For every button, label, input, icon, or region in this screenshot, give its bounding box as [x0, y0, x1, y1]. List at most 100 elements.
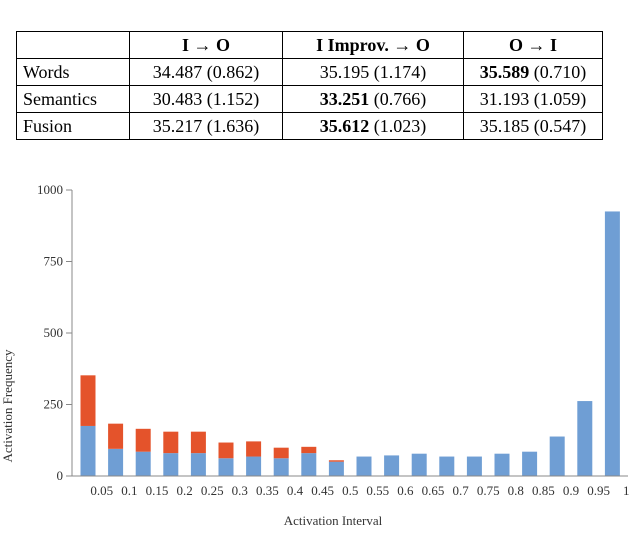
activation-bar-chart: 0 250 500 750 1000 0.05 0.1 0.15 0.2 0.25 0.3 0.35…	[0, 182, 630, 528]
bar-orange	[301, 446, 317, 454]
header-cell-empty	[16, 31, 130, 59]
x-tick-label: 0.6	[397, 483, 414, 498]
header-cell-i-to-o: I → O	[129, 31, 283, 59]
cell-std: (0.547)	[533, 116, 587, 136]
table-cell: 35.195 (1.174)	[282, 58, 464, 86]
x-tick-label: 0.85	[532, 483, 555, 498]
row-label: Fusion	[16, 112, 130, 140]
x-tick-label: 0.5	[342, 483, 358, 498]
cell-std: (0.766)	[373, 89, 427, 109]
bar-blue	[549, 436, 565, 476]
cell-std: (0.862)	[206, 62, 260, 82]
cell-value: 35.612	[319, 116, 370, 136]
cell-value: 30.483	[152, 89, 203, 109]
bar-blue	[163, 453, 179, 476]
bar-blue	[190, 453, 206, 476]
bar-blue	[466, 456, 482, 476]
cell-value: 35.589	[479, 62, 530, 82]
bar-group	[80, 211, 620, 476]
x-axis-label: Activation Interval	[284, 513, 383, 528]
cell-value: 34.487	[152, 62, 203, 82]
x-tick-label: 0.4	[287, 483, 304, 498]
bar-orange	[108, 423, 124, 449]
bar-blue	[439, 456, 455, 476]
cell-std: (1.174)	[373, 62, 427, 82]
bar-blue	[135, 451, 151, 476]
x-tick-label: 0.1	[121, 483, 137, 498]
x-tick-label: 0.25	[201, 483, 224, 498]
x-axis: 0.05 0.1 0.15 0.2 0.25 0.3 0.35 0.4 0.45 0.5 0.55 0…	[72, 475, 630, 498]
table-header-row: I → O I Improv. → O O → I	[16, 31, 603, 59]
x-tick-label: 0.55	[366, 483, 389, 498]
chart-container: 0 250 500 750 1000 0.05 0.1 0.15 0.2 0.25 0.3 0.35…	[0, 170, 640, 529]
x-tick-label: 0.9	[563, 483, 579, 498]
x-tick-label: 1	[623, 483, 630, 498]
table-body: Words 34.487 (0.862) 35.195 (1.174) 35.589 …	[16, 58, 603, 140]
cell-std: (1.023)	[373, 116, 427, 136]
table-row: Fusion 35.217 (1.636) 35.612 (1.023) 35.185…	[16, 112, 603, 140]
cell-value: 35.217	[152, 116, 203, 136]
bar-blue	[494, 453, 510, 476]
x-tick-label: 0.35	[256, 483, 279, 498]
bar-orange	[218, 442, 234, 459]
bar-blue	[384, 455, 400, 476]
table-row: Semantics 30.483 (1.152) 33.251 (0.766) 31.…	[16, 85, 603, 113]
bar-orange	[328, 460, 344, 462]
table-cell: 35.185 (0.547)	[463, 112, 603, 140]
header-cell-o-to-i: O → I	[463, 31, 603, 59]
bar-blue	[411, 453, 427, 476]
x-tick-label: 0.95	[587, 483, 610, 498]
bar-orange	[273, 447, 289, 459]
bar-orange	[190, 431, 206, 454]
bar-blue	[246, 456, 262, 476]
bar-blue	[218, 458, 234, 476]
y-tick-label: 0	[57, 468, 64, 483]
bar-blue	[604, 211, 620, 476]
y-tick-label: 500	[44, 325, 64, 340]
x-tick-label: 0.7	[452, 483, 469, 498]
cell-value: 31.193	[479, 89, 530, 109]
bar-orange	[163, 431, 179, 454]
table-cell: 33.251 (0.766)	[282, 85, 464, 113]
cell-std: (1.059)	[533, 89, 587, 109]
header-cell-i-improv-to-o: I Improv. → O	[282, 31, 464, 59]
y-axis: 0 250 500 750 1000	[37, 182, 73, 483]
x-tick-label: 0.05	[90, 483, 113, 498]
cell-value: 35.195	[319, 62, 370, 82]
cell-value: 35.185	[479, 116, 530, 136]
bar-orange	[135, 428, 151, 452]
bar-orange	[80, 375, 96, 426]
x-tick-label: 0.45	[311, 483, 334, 498]
cell-std: (0.710)	[533, 62, 587, 82]
x-tick-label: 0.8	[508, 483, 524, 498]
table-row: Words 34.487 (0.862) 35.195 (1.174) 35.589 …	[16, 58, 603, 86]
table-cell: 31.193 (1.059)	[463, 85, 603, 113]
row-label: Semantics	[16, 85, 130, 113]
bar-blue	[577, 401, 593, 476]
table-cell: 35.612 (1.023)	[282, 112, 464, 140]
row-label: Words	[16, 58, 130, 86]
bar-orange	[246, 441, 262, 457]
y-axis-label: Activation Frequency	[0, 349, 15, 462]
table-cell: 35.589 (0.710)	[463, 58, 603, 86]
cell-std: (1.152)	[206, 89, 260, 109]
bar-blue	[301, 453, 317, 476]
x-tick-label: 0.3	[232, 483, 248, 498]
table-cell: 30.483 (1.152)	[129, 85, 283, 113]
table-cell: 35.217 (1.636)	[129, 112, 283, 140]
x-tick-label: 0.75	[477, 483, 500, 498]
bar-blue	[108, 448, 124, 476]
bar-blue	[328, 461, 344, 476]
y-tick-label: 1000	[37, 182, 63, 197]
results-table-container: I → O I Improv. → O O → I Words 34.487 (0…	[16, 31, 603, 140]
y-tick-label: 250	[44, 397, 64, 412]
results-table: I → O I Improv. → O O → I Words 34.487 (0…	[16, 31, 603, 140]
bar-blue	[80, 425, 96, 476]
x-tick-label: 0.65	[422, 483, 445, 498]
y-tick-label: 750	[44, 254, 64, 269]
table-cell: 34.487 (0.862)	[129, 58, 283, 86]
cell-std: (1.636)	[206, 116, 260, 136]
bar-blue	[273, 458, 289, 476]
x-tick-label: 0.15	[146, 483, 169, 498]
x-tick-label: 0.2	[176, 483, 192, 498]
